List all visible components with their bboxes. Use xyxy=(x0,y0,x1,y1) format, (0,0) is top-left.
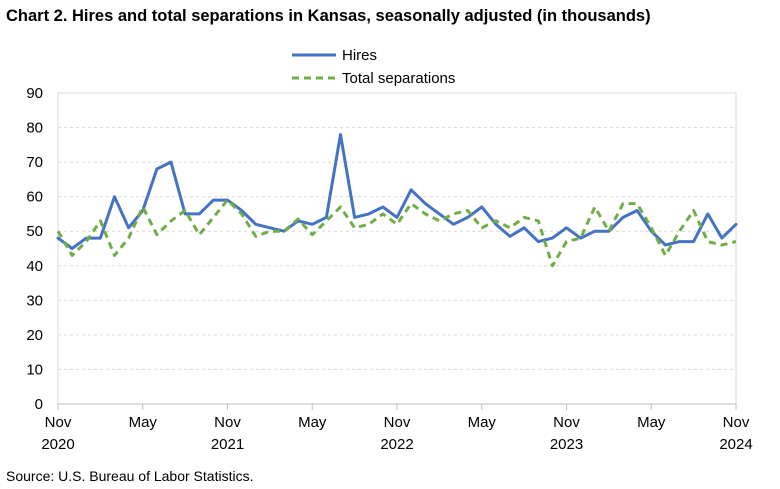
source-note: Source: U.S. Bureau of Labor Statistics. xyxy=(6,468,254,484)
x-tick-year: 2021 xyxy=(211,436,244,453)
y-tick-label: 20 xyxy=(26,327,43,344)
series-line-total-separations xyxy=(56,198,737,268)
y-tick-label: 10 xyxy=(26,361,43,378)
chart-title: Chart 2. Hires and total separations in … xyxy=(6,7,651,25)
y-tick-label: 80 xyxy=(26,120,43,137)
x-tick-month: May xyxy=(129,414,158,431)
y-tick-label: 70 xyxy=(26,154,43,171)
x-tick-month: May xyxy=(637,414,666,431)
y-tick-label: 90 xyxy=(26,85,43,102)
legend-label: Total separations xyxy=(342,70,455,87)
x-tick-month: Nov xyxy=(723,414,750,431)
x-tick-year: 2022 xyxy=(380,436,413,453)
y-tick-label: 50 xyxy=(26,223,43,240)
x-tick-month: Nov xyxy=(553,414,580,431)
y-tick-label: 30 xyxy=(26,292,43,309)
series-line-hires xyxy=(56,133,738,250)
legend-label: Hires xyxy=(342,47,377,64)
x-tick-month: Nov xyxy=(214,414,241,431)
x-tick-year: 2024 xyxy=(719,436,752,453)
plot-area-border xyxy=(57,92,737,405)
x-tick-month: May xyxy=(468,414,497,431)
x-tick-year: 2020 xyxy=(41,436,74,453)
x-tick-month: May xyxy=(298,414,327,431)
x-tick-month: Nov xyxy=(384,414,411,431)
x-tick-month: Nov xyxy=(45,414,72,431)
x-tick-year: 2023 xyxy=(550,436,583,453)
y-tick-label: 0 xyxy=(35,396,43,413)
y-tick-label: 40 xyxy=(26,258,43,275)
y-tick-label: 60 xyxy=(26,189,43,206)
